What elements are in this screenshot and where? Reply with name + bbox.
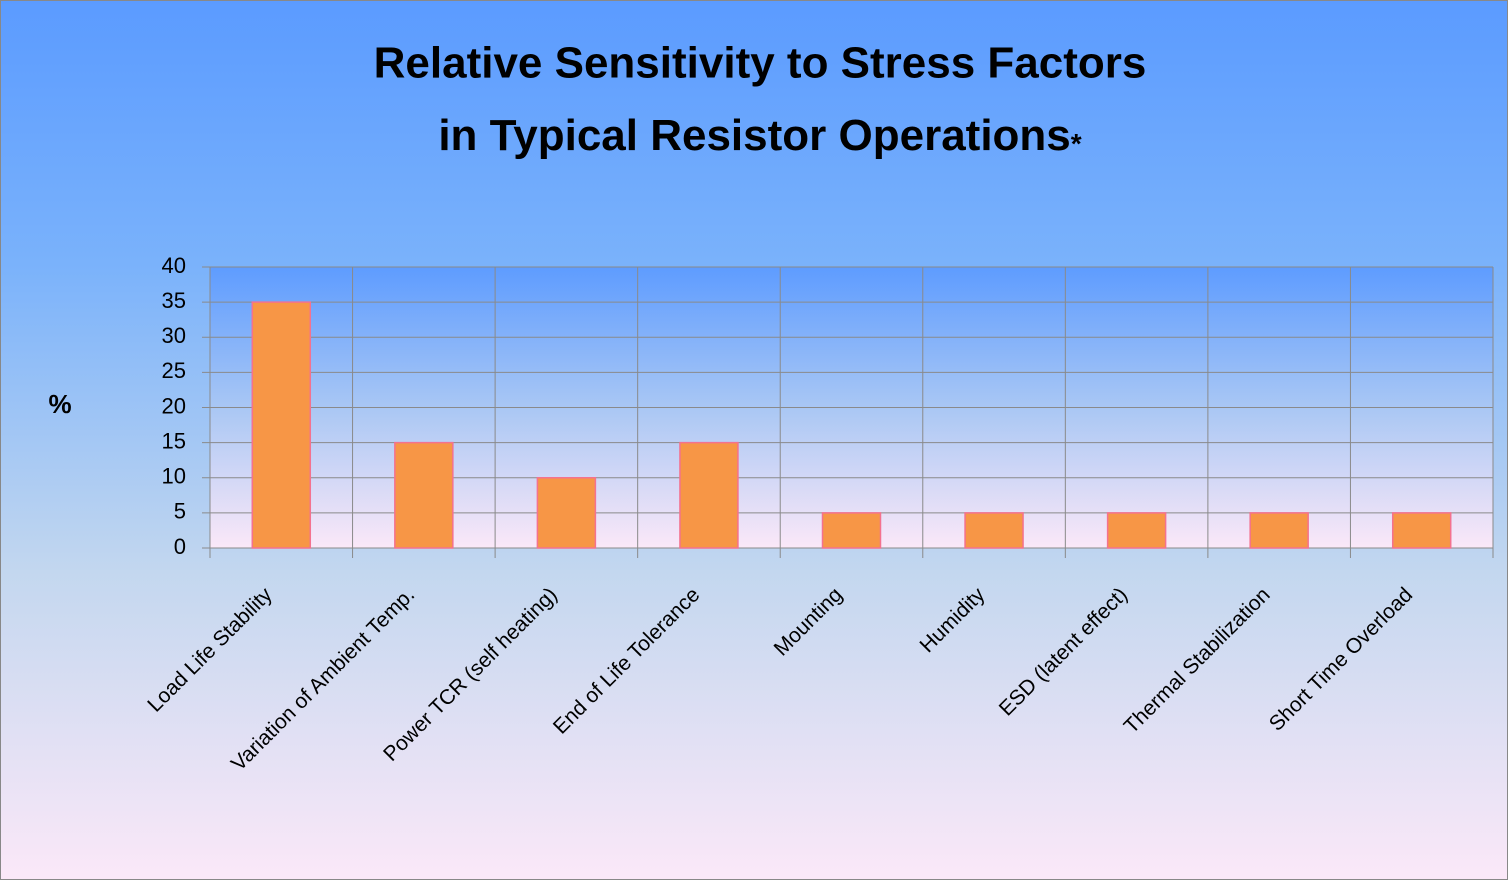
bar <box>1391 512 1452 549</box>
y-tick-label: 5 <box>174 499 186 524</box>
bar <box>679 441 739 549</box>
bar <box>821 512 882 549</box>
y-tick-label: 20 <box>162 393 186 418</box>
y-tick-label: 25 <box>162 358 186 383</box>
bar <box>394 441 454 549</box>
bar <box>1106 512 1167 549</box>
title-mark: * <box>1071 128 1082 159</box>
bar <box>1249 512 1309 549</box>
chart-title: Relative Sensitivity to Stress Factors <box>374 39 1147 88</box>
bar <box>536 477 597 549</box>
y-tick-label: 35 <box>162 288 186 313</box>
y-tick-label: 40 <box>162 253 186 278</box>
bar <box>964 512 1024 549</box>
y-axis-label: % <box>48 389 71 419</box>
y-tick-label: 15 <box>162 428 186 453</box>
y-tick-label: 30 <box>162 323 186 348</box>
y-tick-label: 0 <box>174 534 186 559</box>
bar <box>251 301 312 549</box>
y-tick-label: 10 <box>162 464 186 489</box>
chart-title: in Typical Resistor Operations* <box>438 111 1081 160</box>
chart-title-line: in Typical Resistor Operations <box>438 111 1070 160</box>
